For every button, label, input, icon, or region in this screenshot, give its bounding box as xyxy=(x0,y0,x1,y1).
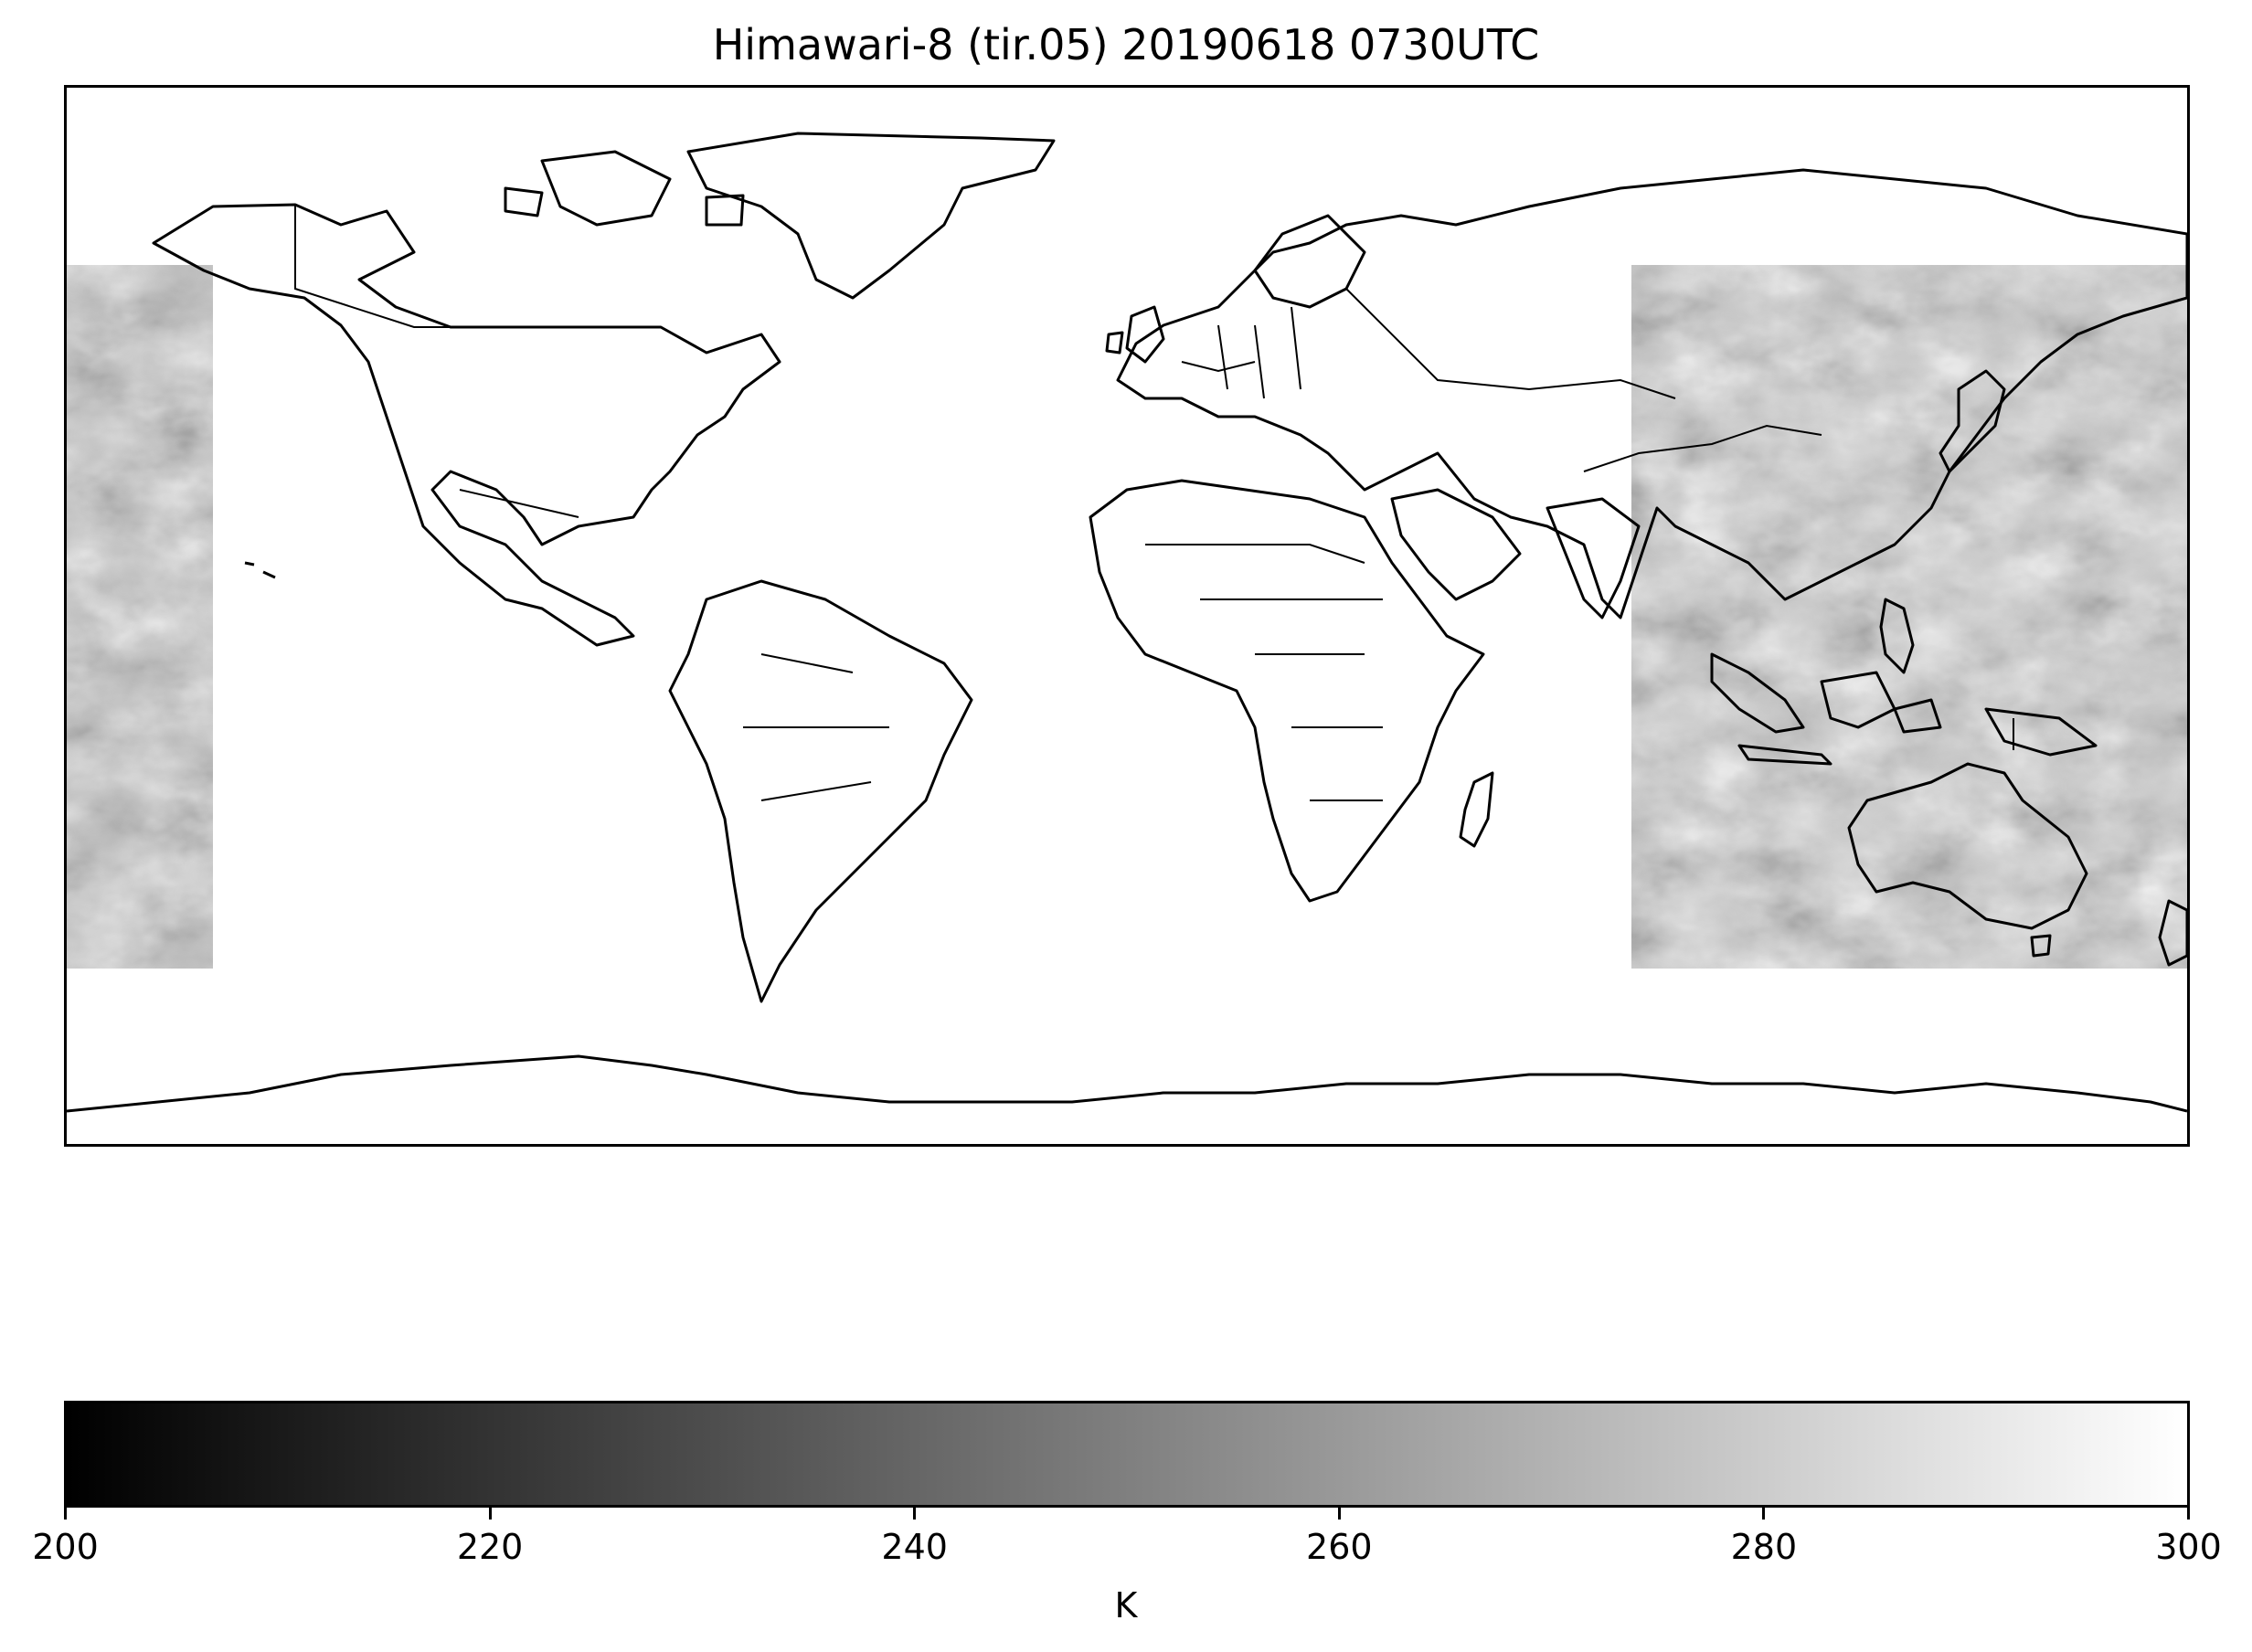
coastlines xyxy=(67,132,2187,1113)
colorbar-tick-mark xyxy=(64,1508,67,1520)
border-china xyxy=(1583,424,1822,472)
colorbar-tick-mark xyxy=(1762,1508,1766,1520)
colorbar-gradient xyxy=(67,1403,2187,1505)
coast-indonesia xyxy=(1710,652,2098,766)
colorbar-tick-mark xyxy=(2187,1508,2190,1520)
coast-greenland xyxy=(686,132,1056,300)
coast-eurasia xyxy=(1116,168,2187,620)
coast-british-isles xyxy=(1105,305,1165,364)
coast-antarctica xyxy=(67,1054,2187,1113)
coast-tasmania xyxy=(2030,934,2052,958)
country-borders xyxy=(294,205,2014,801)
coast-india xyxy=(1546,497,1641,620)
border-canada-usa xyxy=(294,205,579,328)
chart-title: Himawari-8 (tir.05) 20190618 0730UTC xyxy=(712,20,1540,69)
coast-north-america xyxy=(152,203,781,647)
colorbar-tick-mark xyxy=(488,1508,492,1520)
satellite-image-east xyxy=(1631,265,2187,969)
coast-arabia xyxy=(1390,488,1522,601)
colorbar-tick-label: 300 xyxy=(2155,1527,2222,1567)
coast-madagascar xyxy=(1459,771,1494,848)
coast-arctic-islands xyxy=(504,150,745,227)
colorbar-tick-label: 220 xyxy=(456,1527,524,1567)
colorbar-tick-label: 260 xyxy=(1306,1527,1373,1567)
colorbar-tick-label: 280 xyxy=(1730,1527,1798,1567)
map-axes xyxy=(64,85,2190,1147)
colorbar-label: K xyxy=(1114,1585,1138,1626)
border-south-america xyxy=(743,653,889,801)
border-europe xyxy=(1181,306,1301,399)
coast-south-america xyxy=(668,579,973,1003)
colorbar-tick-label: 200 xyxy=(32,1527,99,1567)
coast-philippines xyxy=(1879,598,1915,674)
colorbar-tick-label: 240 xyxy=(881,1527,948,1567)
border-mexico xyxy=(459,489,579,518)
coast-new-zealand xyxy=(2158,899,2187,967)
coast-scandinavia xyxy=(1253,214,1366,309)
satellite-image-west xyxy=(67,265,213,969)
coast-hawaii xyxy=(244,561,276,579)
border-russia xyxy=(1345,288,1676,399)
world-map xyxy=(67,132,2187,1113)
border-africa xyxy=(1145,544,1383,801)
coast-australia xyxy=(1847,762,2088,930)
coast-japan xyxy=(1939,369,2006,473)
coast-africa xyxy=(1089,479,1485,903)
colorbar-tick-mark xyxy=(1337,1508,1341,1520)
colorbar-tick-mark xyxy=(913,1508,917,1520)
colorbar xyxy=(64,1401,2190,1508)
